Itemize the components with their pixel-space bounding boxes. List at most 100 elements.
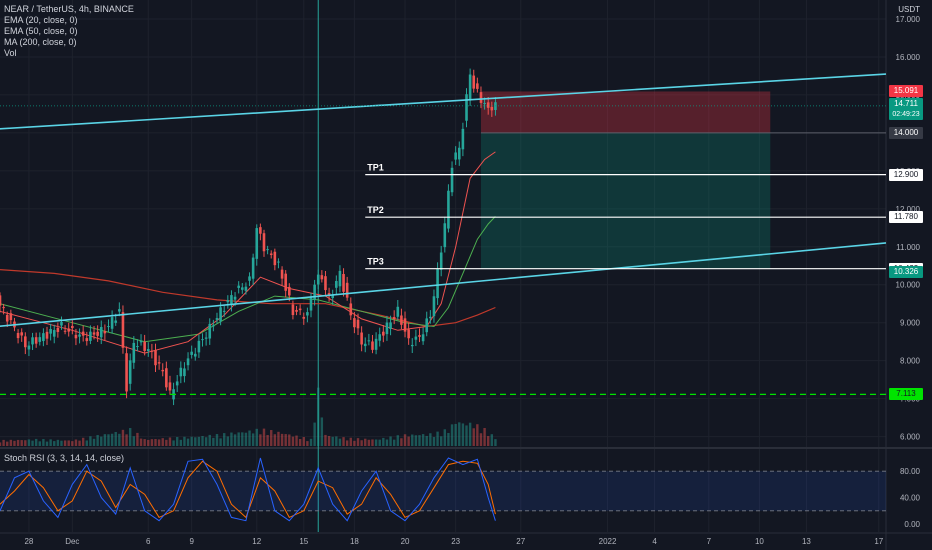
candle-body bbox=[479, 92, 483, 103]
volume-bar bbox=[165, 439, 168, 446]
x-axis-tick-label: 9 bbox=[189, 537, 194, 546]
volume-bar bbox=[208, 434, 211, 446]
y-axis-tick-label: 11.000 bbox=[896, 243, 920, 252]
x-axis-tick-label: 27 bbox=[516, 537, 525, 546]
candle-body bbox=[85, 338, 89, 342]
volume-bar bbox=[34, 438, 38, 446]
candle-body bbox=[367, 340, 371, 342]
candle-body bbox=[476, 83, 479, 89]
ema50-legend[interactable]: EMA (50, close, 0) bbox=[4, 26, 78, 36]
price-badge-value: 12.900 bbox=[893, 169, 919, 179]
ema20-legend[interactable]: EMA (20, close, 0) bbox=[4, 15, 78, 25]
stoch-rsi-legend[interactable]: Stoch RSI (3, 3, 14, 14, close) bbox=[4, 453, 125, 463]
candle-body bbox=[197, 340, 201, 353]
candle-body bbox=[432, 296, 436, 317]
tp-level-label: TP2 bbox=[367, 205, 384, 215]
volume-bar bbox=[396, 435, 399, 446]
candle-body bbox=[457, 147, 461, 160]
volume-bar bbox=[237, 432, 240, 446]
volume-bars bbox=[0, 387, 497, 446]
candle-body bbox=[396, 306, 400, 317]
candle-body bbox=[385, 322, 389, 335]
volume-bar bbox=[298, 438, 302, 446]
symbol-title[interactable]: NEAR / TetherUS, 4h, BINANCE bbox=[4, 4, 134, 14]
volume-bar bbox=[320, 417, 324, 446]
candle-body bbox=[421, 334, 425, 342]
x-axis-tick-label: 15 bbox=[299, 537, 308, 546]
volume-bar bbox=[342, 437, 345, 446]
volume-bar bbox=[74, 439, 78, 446]
volume-bar bbox=[270, 430, 273, 446]
candle-body bbox=[483, 102, 486, 104]
volume-bar bbox=[378, 439, 381, 446]
ma200-legend[interactable]: MA (200, close, 0) bbox=[4, 37, 77, 47]
candle-body bbox=[9, 313, 13, 321]
candle-body bbox=[204, 337, 208, 339]
volume-bar bbox=[338, 438, 342, 446]
candle-body bbox=[259, 227, 262, 234]
candle-body bbox=[114, 320, 118, 323]
volume-bar bbox=[183, 436, 186, 446]
currency-label[interactable]: USDT bbox=[898, 5, 920, 14]
candle-body bbox=[472, 75, 476, 89]
candle-body bbox=[407, 329, 410, 339]
volume-bar bbox=[483, 428, 486, 446]
volume-bar bbox=[121, 429, 125, 446]
bar-countdown: 02:49:23 bbox=[892, 110, 920, 118]
candle-body bbox=[168, 382, 172, 391]
volume-bar bbox=[367, 439, 371, 446]
volume-bar bbox=[291, 436, 295, 446]
volume-bar bbox=[479, 433, 483, 446]
volume-bar bbox=[327, 436, 331, 446]
candle-body bbox=[320, 275, 324, 280]
candle-body bbox=[118, 309, 121, 312]
candle-body bbox=[237, 285, 240, 288]
candle-body bbox=[345, 282, 349, 298]
volume-bar bbox=[364, 438, 367, 446]
stop-loss-zone bbox=[480, 91, 771, 133]
candle-body bbox=[447, 190, 450, 229]
volume-bar bbox=[154, 438, 157, 446]
rsi-band bbox=[0, 471, 886, 511]
volume-bar bbox=[100, 436, 103, 446]
volume-bar bbox=[110, 433, 114, 446]
candle-body bbox=[356, 319, 360, 329]
candle-body bbox=[190, 351, 193, 355]
candle-body bbox=[179, 367, 183, 377]
volume-bar bbox=[81, 437, 85, 446]
candle-body bbox=[353, 318, 356, 328]
volume-bar bbox=[179, 439, 183, 446]
volume-bar bbox=[190, 436, 193, 446]
volume-bar bbox=[248, 430, 251, 446]
volume-bar bbox=[349, 437, 352, 446]
volume-bar bbox=[92, 438, 96, 446]
volume-bar bbox=[335, 436, 338, 446]
stoch-rsi-d-line bbox=[0, 460, 496, 519]
candle-body bbox=[313, 284, 316, 300]
volume-bar bbox=[295, 435, 298, 446]
candle-body bbox=[31, 337, 34, 345]
candle-body bbox=[363, 343, 367, 347]
volume-bar bbox=[255, 428, 258, 446]
volume-bar bbox=[425, 435, 428, 446]
candle-body bbox=[81, 331, 85, 336]
volume-bar bbox=[313, 422, 316, 446]
volume-bar bbox=[230, 432, 233, 446]
x-axis-tick-label: 2022 bbox=[599, 537, 617, 546]
volume-bar bbox=[472, 428, 475, 446]
price-badge-value: 15.091 bbox=[893, 86, 919, 96]
volume-bar bbox=[45, 441, 49, 446]
candle-body bbox=[201, 339, 204, 341]
volume-bar bbox=[136, 432, 139, 446]
candle-body bbox=[490, 106, 494, 111]
volume-bar bbox=[63, 440, 67, 446]
candle-body bbox=[2, 307, 5, 309]
upper-trendline bbox=[0, 73, 887, 130]
candle-body bbox=[486, 102, 490, 108]
volume-legend[interactable]: Vol bbox=[4, 48, 17, 58]
volume-bar bbox=[447, 432, 450, 446]
candle-body bbox=[183, 368, 186, 377]
candle-body bbox=[374, 338, 378, 350]
